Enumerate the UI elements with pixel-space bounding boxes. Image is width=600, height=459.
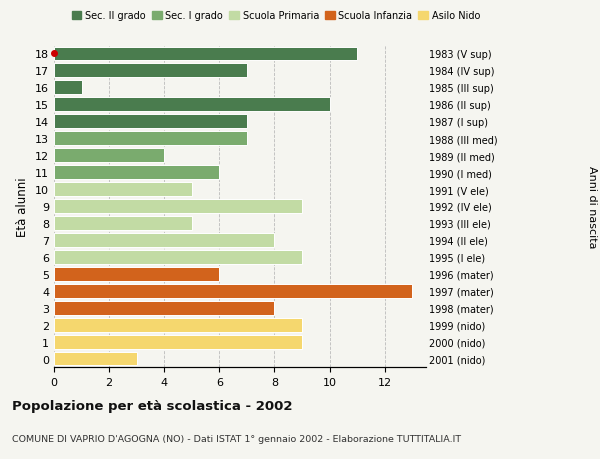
Text: Anni di nascita: Anni di nascita [587, 165, 597, 248]
Bar [54, 166, 220, 179]
Bar [54, 47, 357, 62]
Y-axis label: Età alunni: Età alunni [16, 177, 29, 236]
Bar [54, 200, 302, 213]
Text: COMUNE DI VAPRIO D'AGOGNA (NO) - Dati ISTAT 1° gennaio 2002 - Elaborazione TUTTI: COMUNE DI VAPRIO D'AGOGNA (NO) - Dati IS… [12, 434, 461, 443]
Bar [54, 284, 412, 298]
Bar [54, 301, 274, 315]
Bar [54, 115, 247, 129]
Bar [54, 217, 192, 230]
Bar [54, 81, 82, 95]
Bar [54, 234, 274, 247]
Bar [54, 149, 164, 163]
Bar [54, 183, 192, 196]
Legend: Sec. II grado, Sec. I grado, Scuola Primaria, Scuola Infanzia, Asilo Nido: Sec. II grado, Sec. I grado, Scuola Prim… [68, 7, 484, 25]
Bar [54, 132, 247, 146]
Bar [54, 318, 302, 332]
Bar [54, 335, 302, 349]
Text: Popolazione per età scolastica - 2002: Popolazione per età scolastica - 2002 [12, 399, 293, 412]
Bar [54, 64, 247, 78]
Bar [54, 250, 302, 264]
Bar [54, 98, 329, 112]
Bar [54, 267, 220, 281]
Bar [54, 352, 137, 366]
